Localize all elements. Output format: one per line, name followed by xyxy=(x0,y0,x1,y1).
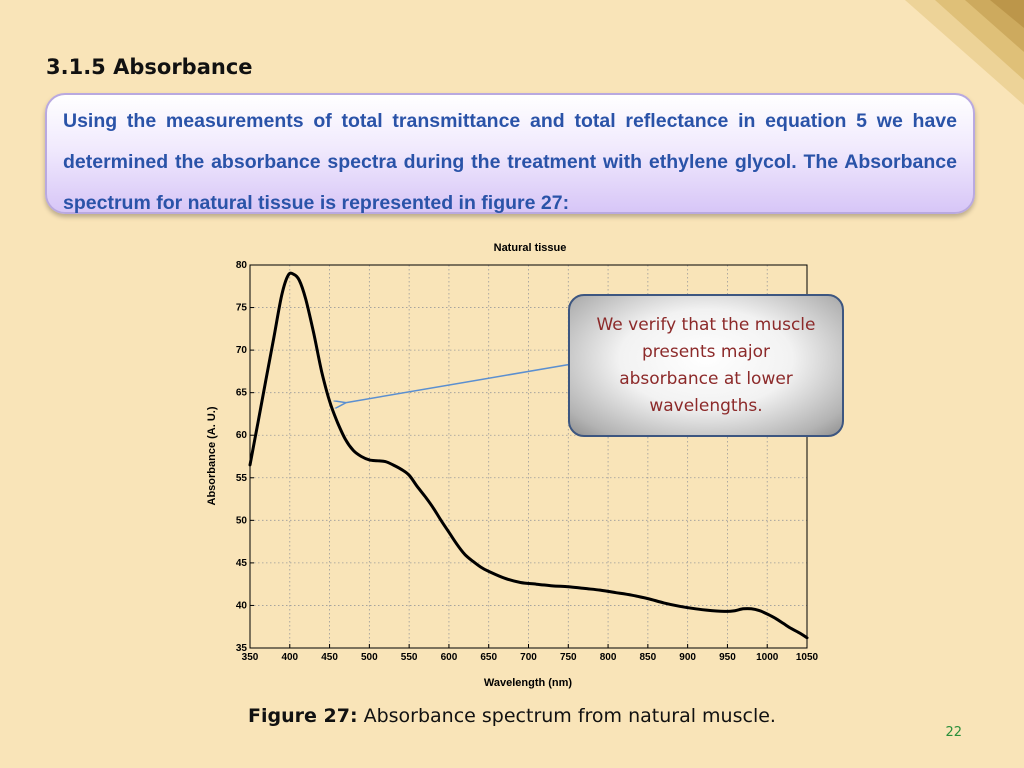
x-tick-label: 1050 xyxy=(796,652,819,663)
x-tick-label: 700 xyxy=(520,652,537,663)
y-tick-label: 35 xyxy=(236,643,248,654)
y-tick-label: 55 xyxy=(236,473,248,484)
section-title: 3.1.5 Absorbance xyxy=(46,55,253,79)
x-tick-label: 650 xyxy=(480,652,497,663)
x-axis-label: Wavelength (nm) xyxy=(484,677,573,689)
chart-title: Natural tissue xyxy=(494,242,567,254)
plot-frame xyxy=(249,264,808,649)
page-number: 22 xyxy=(945,725,962,740)
y-tick-label: 80 xyxy=(236,260,248,271)
y-tick-label: 40 xyxy=(236,600,248,611)
x-tick-label: 400 xyxy=(281,652,298,663)
intro-text-box: Using the measurements of total transmit… xyxy=(45,93,975,214)
x-tick-label: 500 xyxy=(361,652,378,663)
caption-label: Figure 27: xyxy=(248,705,358,727)
callout-text: We verify that the muscle presents major… xyxy=(596,314,816,416)
axis-ticks: 350 400 450 500 550 600 650 700 750 800 850 900 950 1… xyxy=(236,260,819,663)
y-tick-label: 50 xyxy=(236,515,248,526)
x-tick-label: 350 xyxy=(242,652,259,663)
absorbance-chart: Natural tissue 350 400 450 500 550 600 650 700 7… xyxy=(206,242,819,689)
x-tick-label: 900 xyxy=(679,652,696,663)
x-tick-label: 600 xyxy=(441,652,458,663)
callout-box: We verify that the muscle presents major… xyxy=(568,294,844,437)
x-tick-label: 950 xyxy=(719,652,736,663)
y-tick-label: 45 xyxy=(236,558,248,569)
caption-text: Absorbance spectrum from natural muscle. xyxy=(357,705,776,727)
x-tick-label: 450 xyxy=(321,652,338,663)
y-tick-label: 75 xyxy=(236,303,248,314)
figure-caption: Figure 27: Absorbance spectrum from natu… xyxy=(0,705,1024,727)
x-tick-label: 550 xyxy=(401,652,418,663)
y-tick-label: 70 xyxy=(236,345,248,356)
x-tick-label: 1000 xyxy=(756,652,779,663)
y-tick-label: 60 xyxy=(236,430,248,441)
x-tick-label: 850 xyxy=(640,652,657,663)
x-tick-label: 750 xyxy=(560,652,577,663)
x-tick-label: 800 xyxy=(600,652,617,663)
y-axis-label: Absorbance (A. U.) xyxy=(206,406,218,505)
absorbance-curve xyxy=(248,271,809,640)
intro-paragraph: Using the measurements of total transmit… xyxy=(63,110,957,214)
y-tick-label: 65 xyxy=(236,388,248,399)
callout-arrow xyxy=(344,363,573,403)
